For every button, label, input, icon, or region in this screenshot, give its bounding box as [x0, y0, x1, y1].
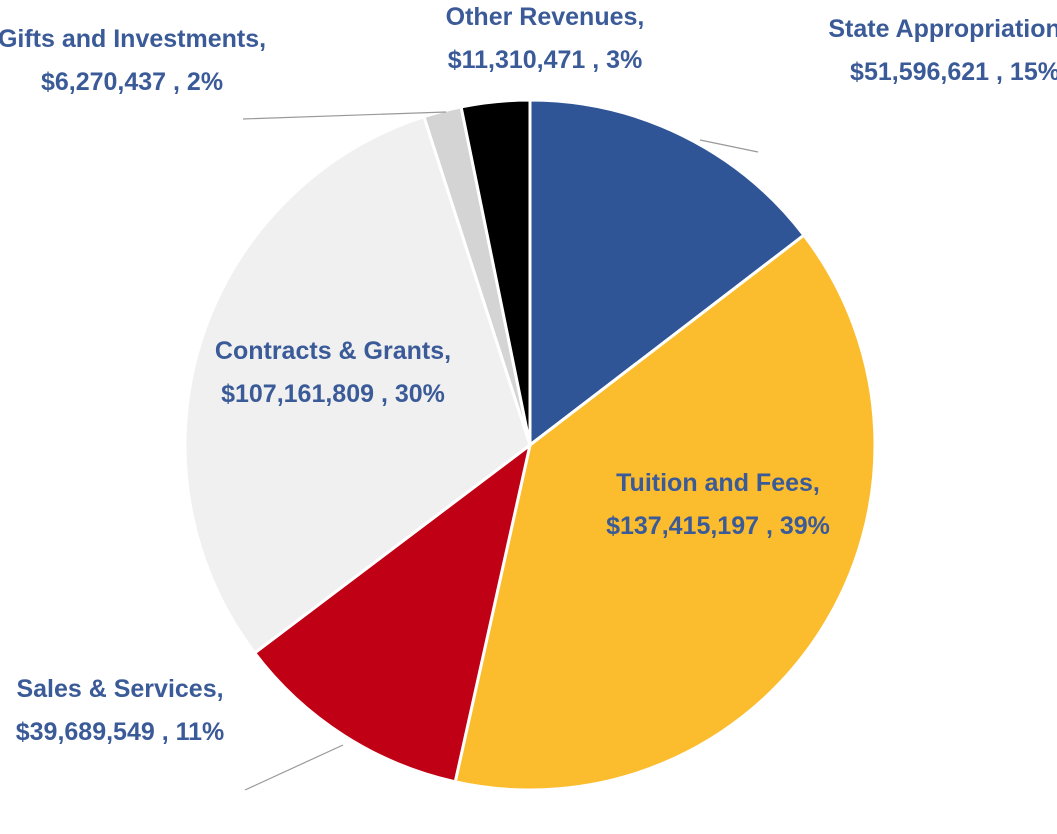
pie-slice	[253, 443, 532, 784]
category-label: Tuition and Fees,	[616, 469, 820, 497]
category-label: Other Revenues,	[445, 3, 645, 31]
pie-slice	[183, 115, 532, 655]
slice-label: State Appropriations, $51,596,621 , 15%	[810, 8, 1057, 94]
slice-label: Other Revenues, $11,310,471 , 3%	[385, 0, 705, 82]
category-label: Contracts & Grants,	[214, 337, 452, 365]
slice-label: Contracts & Grants, $107,161,809 , 30%	[208, 330, 458, 416]
category-label: Gifts and Investments,	[0, 25, 267, 53]
value-label: $39,689,549 , 11%	[15, 718, 225, 746]
pie-slice	[459, 98, 532, 447]
value-label: $11,310,471 , 3%	[447, 46, 643, 74]
value-label: $137,415,197 , 39%	[606, 512, 830, 540]
leader-line	[699, 139, 759, 153]
value-label: $51,596,621 , 15%	[850, 58, 1057, 86]
category-label: Sales & Services,	[16, 675, 224, 703]
slice-label: Tuition and Fees, $137,415,197 , 39%	[588, 462, 848, 548]
slice-label: Sales & Services, $39,689,549 , 11%	[10, 668, 230, 754]
pie-slice	[528, 98, 806, 447]
value-label: $6,270,437 , 2%	[40, 68, 224, 96]
value-label: $107,161,809 , 30%	[221, 380, 445, 408]
leader-line	[242, 111, 447, 120]
category-label: State Appropriations,	[828, 15, 1057, 43]
pie-slice	[453, 233, 877, 792]
leader-line	[244, 744, 344, 791]
slice-label: Gifts and Investments, $6,270,437 , 2%	[0, 18, 267, 104]
